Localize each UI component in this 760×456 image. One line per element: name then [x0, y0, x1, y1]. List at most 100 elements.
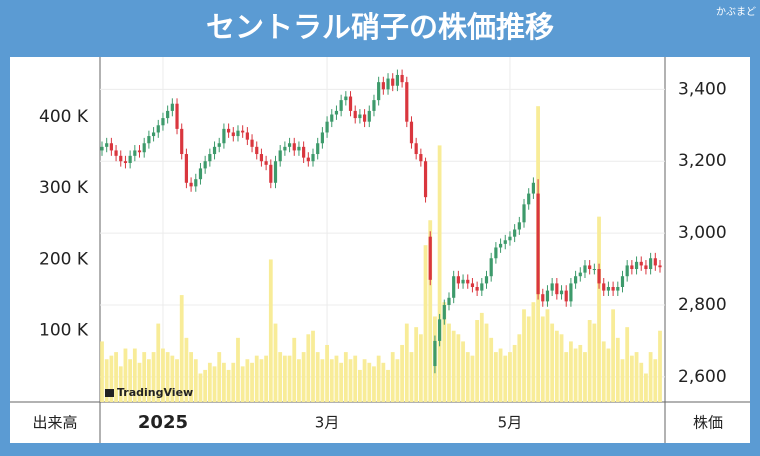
- volume-bar: [625, 327, 630, 402]
- volume-bar: [564, 352, 569, 402]
- volume-bar: [395, 359, 400, 402]
- y-tick-label: 300 K: [39, 178, 89, 198]
- volume-bar: [493, 352, 498, 402]
- volume-bar: [597, 216, 601, 402]
- y2-tick-label: 2,800: [678, 295, 727, 315]
- volume-bar: [587, 320, 592, 402]
- candle-body: [649, 258, 653, 270]
- y2-tick-label: 3,000: [678, 223, 727, 243]
- volume-bar: [484, 323, 489, 402]
- candle-body: [339, 100, 343, 111]
- volume-bar: [264, 355, 269, 402]
- candle-body: [442, 304, 446, 320]
- volume-bar: [217, 352, 222, 402]
- volume-bar: [179, 295, 184, 402]
- volume-bar: [109, 355, 114, 402]
- candle-body: [634, 261, 639, 270]
- candle-body: [391, 78, 395, 86]
- volume-bar: [104, 359, 109, 402]
- candle-body: [311, 154, 315, 162]
- candle-body: [428, 236, 432, 280]
- candle-body: [109, 143, 113, 151]
- candle-body: [559, 290, 564, 295]
- volume-bar: [400, 344, 405, 402]
- volume-bar: [545, 309, 550, 402]
- y-tick-label: 100 K: [39, 321, 89, 341]
- volume-bar: [508, 352, 512, 402]
- volume-bar: [226, 369, 231, 402]
- volume-bar: [325, 344, 329, 402]
- candle-body: [555, 283, 559, 295]
- volume-bar: [151, 352, 156, 402]
- candle-body: [170, 103, 174, 111]
- candle-body: [456, 276, 460, 284]
- volume-bar: [250, 362, 254, 402]
- volume-bar: [573, 348, 578, 402]
- candle-body: [325, 121, 329, 133]
- candle-body: [123, 161, 128, 164]
- x-tick-label: 5月: [498, 414, 523, 432]
- volume-bar: [559, 334, 564, 402]
- candle-body: [283, 146, 287, 151]
- volume-bar: [554, 330, 559, 402]
- volume-bar: [475, 320, 480, 402]
- y-tick-label: 400 K: [39, 107, 89, 127]
- volume-bar: [367, 362, 372, 402]
- candle-body: [527, 193, 531, 205]
- candle-body: [513, 229, 517, 237]
- candle-body: [344, 96, 348, 101]
- volume-bar: [578, 344, 583, 402]
- volume-bar: [175, 359, 179, 402]
- candle-body: [292, 143, 296, 151]
- candle-body: [447, 297, 451, 305]
- candle-body: [564, 290, 568, 302]
- candles: [100, 69, 662, 374]
- candle-body: [175, 103, 179, 129]
- volume-bar: [418, 334, 423, 402]
- candle-body: [503, 240, 507, 244]
- candle-body: [367, 110, 371, 122]
- volume-bar: [648, 352, 653, 402]
- candle-body: [166, 110, 170, 119]
- volume-bar: [236, 337, 240, 402]
- volume-bar: [311, 330, 315, 402]
- volume-bar: [114, 352, 118, 402]
- candle-body: [358, 114, 362, 119]
- volume-bar: [339, 362, 344, 402]
- candle-body: [414, 143, 418, 155]
- volume-bar: [461, 341, 465, 402]
- volume-bar: [381, 362, 386, 402]
- candle-body: [395, 74, 400, 86]
- candle-body: [433, 340, 437, 367]
- volume-bar: [137, 362, 142, 402]
- candle-body: [625, 265, 629, 277]
- y2-tick-label: 2,600: [678, 367, 727, 387]
- volume-bar: [212, 366, 217, 402]
- volume-bar: [550, 323, 555, 402]
- candle-body: [334, 110, 339, 115]
- volume-bar: [526, 316, 531, 402]
- volume-bar: [329, 359, 334, 402]
- volume-bar: [489, 337, 494, 402]
- volume-bar: [409, 352, 414, 402]
- candle-body: [602, 283, 606, 291]
- volume-bar: [376, 355, 381, 402]
- candle-body: [217, 143, 221, 147]
- candle-body: [386, 78, 390, 90]
- volume-bar: [231, 362, 236, 402]
- candle-body: [353, 110, 357, 119]
- candle-body: [597, 269, 601, 284]
- candle-body: [180, 128, 184, 155]
- volume-bar: [146, 359, 151, 402]
- candle-body: [658, 265, 662, 268]
- candle-body: [569, 283, 573, 302]
- candle-body: [372, 100, 376, 111]
- volume-bar: [301, 352, 306, 402]
- volume-bar: [207, 362, 212, 402]
- candle-body: [241, 130, 245, 133]
- volume-bar: [222, 362, 226, 402]
- candle-body: [269, 164, 273, 183]
- candle-body: [151, 132, 156, 137]
- volume-bar: [456, 334, 461, 402]
